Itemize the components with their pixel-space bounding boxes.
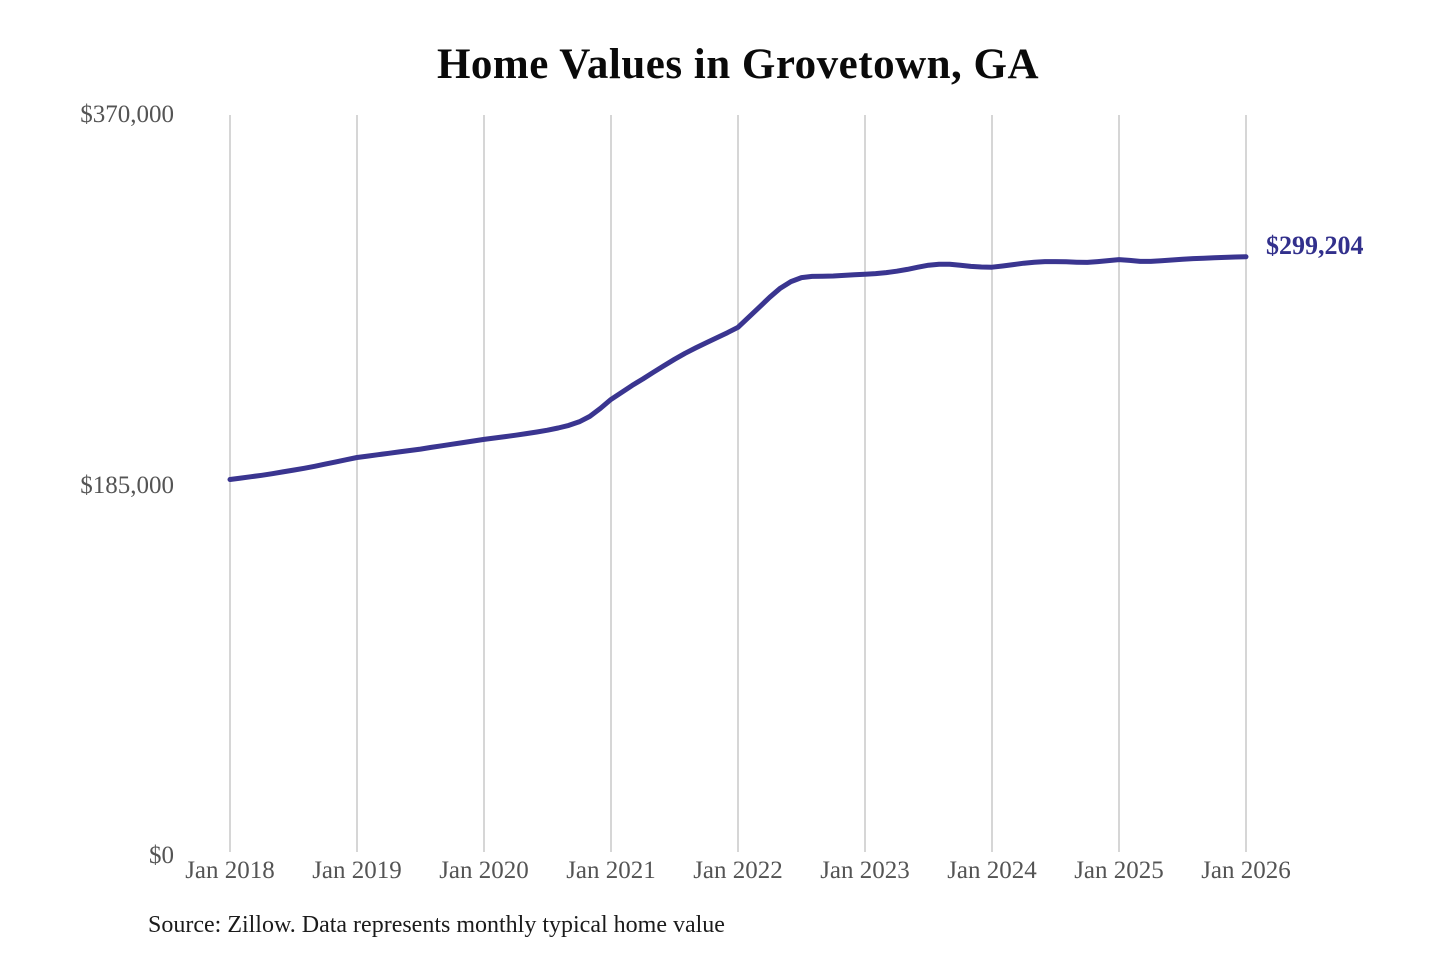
source-note: Source: Zillow. Data represents monthly … [148,912,725,938]
y-tick-label: $0 [149,842,174,869]
x-tick-label: Jan 2025 [1074,857,1164,884]
x-tick-label: Jan 2022 [693,857,783,884]
x-tick-label: Jan 2026 [1201,857,1291,884]
x-tick-label: Jan 2023 [820,857,910,884]
y-tick-label: $185,000 [80,471,174,499]
x-tick-label: Jan 2020 [439,857,529,884]
home-value-line [227,254,1249,482]
x-tick-label: Jan 2024 [947,857,1037,884]
x-tick-label: Jan 2019 [312,857,402,884]
chart-title: Home Values in Grovetown, GA [436,41,1040,88]
x-tick-label: Jan 2018 [185,857,275,884]
end-value-label: $299,204 [1266,231,1364,260]
x-tick-label: Jan 2021 [566,857,656,884]
y-tick-label: $370,000 [80,101,174,128]
